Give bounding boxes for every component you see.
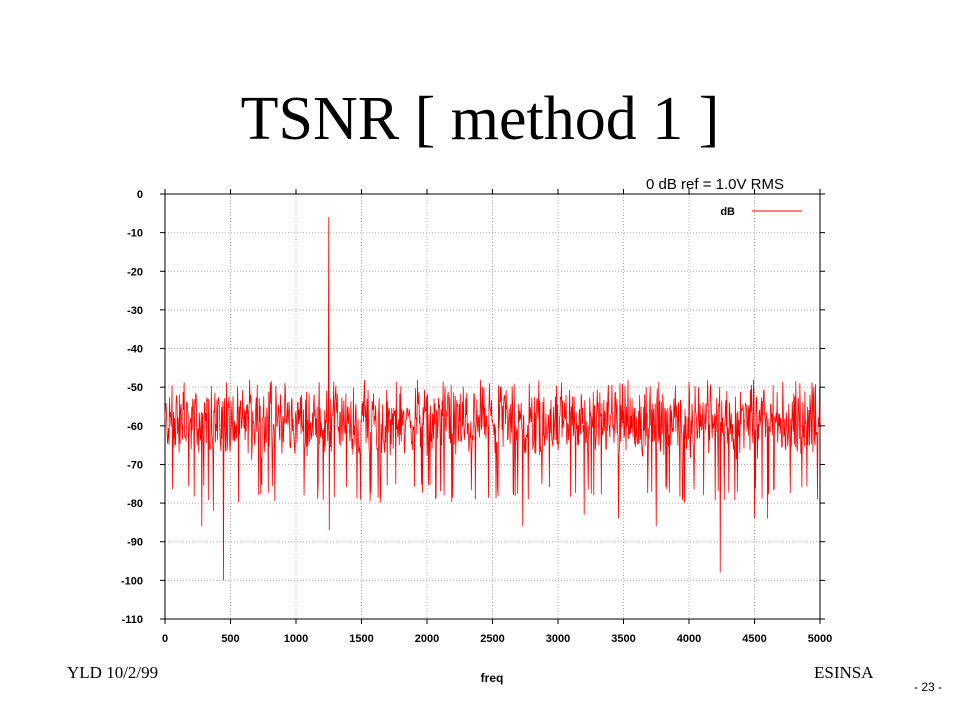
y-tick-label: 0 (137, 189, 143, 201)
x-tick-label: 2000 (415, 633, 439, 645)
x-tick-label: 3000 (546, 633, 570, 645)
footer-left: YLD 10/2/99 (67, 663, 159, 682)
reference-note: 0 dB ref = 1.0V RMS (646, 176, 784, 193)
y-tick-label: -10 (127, 228, 143, 240)
y-tick-label: -110 (122, 614, 143, 626)
legend: dB (720, 206, 802, 218)
y-tick-label: -60 (127, 421, 143, 433)
y-tick-label: -30 (127, 305, 143, 317)
x-tick-label: 4000 (677, 633, 701, 645)
y-tick-label: -100 (121, 575, 143, 587)
x-tick-label: 5000 (808, 633, 832, 645)
y-tick-label: -80 (127, 498, 143, 510)
series-line-db (164, 217, 821, 581)
slide-title: TSNR [ method 1 ] (240, 85, 720, 153)
x-tick-label: 0 (162, 633, 168, 645)
tick-labels: 0 -10 -20 -30 -40 -50 -60 -70 -80 -90 -100 -110 0 500… (121, 189, 832, 645)
grid-lines (165, 194, 820, 619)
x-tick-label: 1000 (284, 633, 308, 645)
y-tick-label: -70 (127, 459, 143, 471)
x-tick-label: 500 (221, 633, 239, 645)
x-axis-label: freq (481, 671, 504, 685)
y-tick-label: -40 (127, 344, 143, 356)
x-tick-label: 3500 (611, 633, 635, 645)
x-tick-label: 4500 (742, 633, 766, 645)
axis-ticks (160, 189, 825, 624)
page-number: - 23 - (914, 680, 943, 694)
legend-label: dB (720, 206, 735, 218)
y-tick-label: -90 (127, 537, 143, 549)
y-tick-label: -20 (127, 266, 143, 278)
y-tick-label: -50 (127, 382, 143, 394)
series-layer (164, 217, 821, 581)
x-tick-label: 2500 (480, 633, 504, 645)
x-tick-label: 1500 (349, 633, 373, 645)
footer-right: ESINSA (814, 663, 874, 682)
